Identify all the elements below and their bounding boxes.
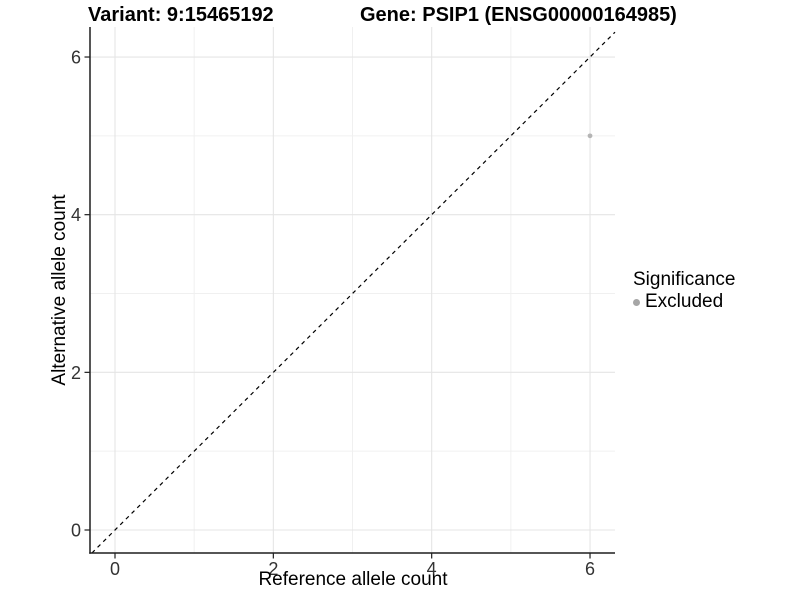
x-tick-label: 4 [427,559,437,579]
x-axis-title: Reference allele count [258,569,448,590]
legend: Significance Excluded [633,269,735,312]
legend-item-excluded: Excluded [633,292,735,312]
y-tick-label: 0 [71,521,81,541]
plot-title-variant: Variant: 9:15465192 [88,4,274,26]
plot-title-gene: Gene: PSIP1 (ENSG00000164985) [360,4,677,26]
identity-reference-line [91,31,616,554]
excluded-point-icon [633,298,640,306]
y-tick-label: 6 [71,48,81,68]
y-tick-label: 4 [71,205,81,225]
x-tick-label: 0 [110,559,120,579]
legend-title: Significance [633,269,736,290]
y-tick-label: 2 [71,363,81,383]
legend-item-label: Excluded [645,291,724,312]
x-tick-label: 6 [585,559,595,579]
data-point [587,133,593,139]
y-axis-title: Alternative allele count [49,194,70,386]
x-tick-label: 2 [268,559,278,579]
